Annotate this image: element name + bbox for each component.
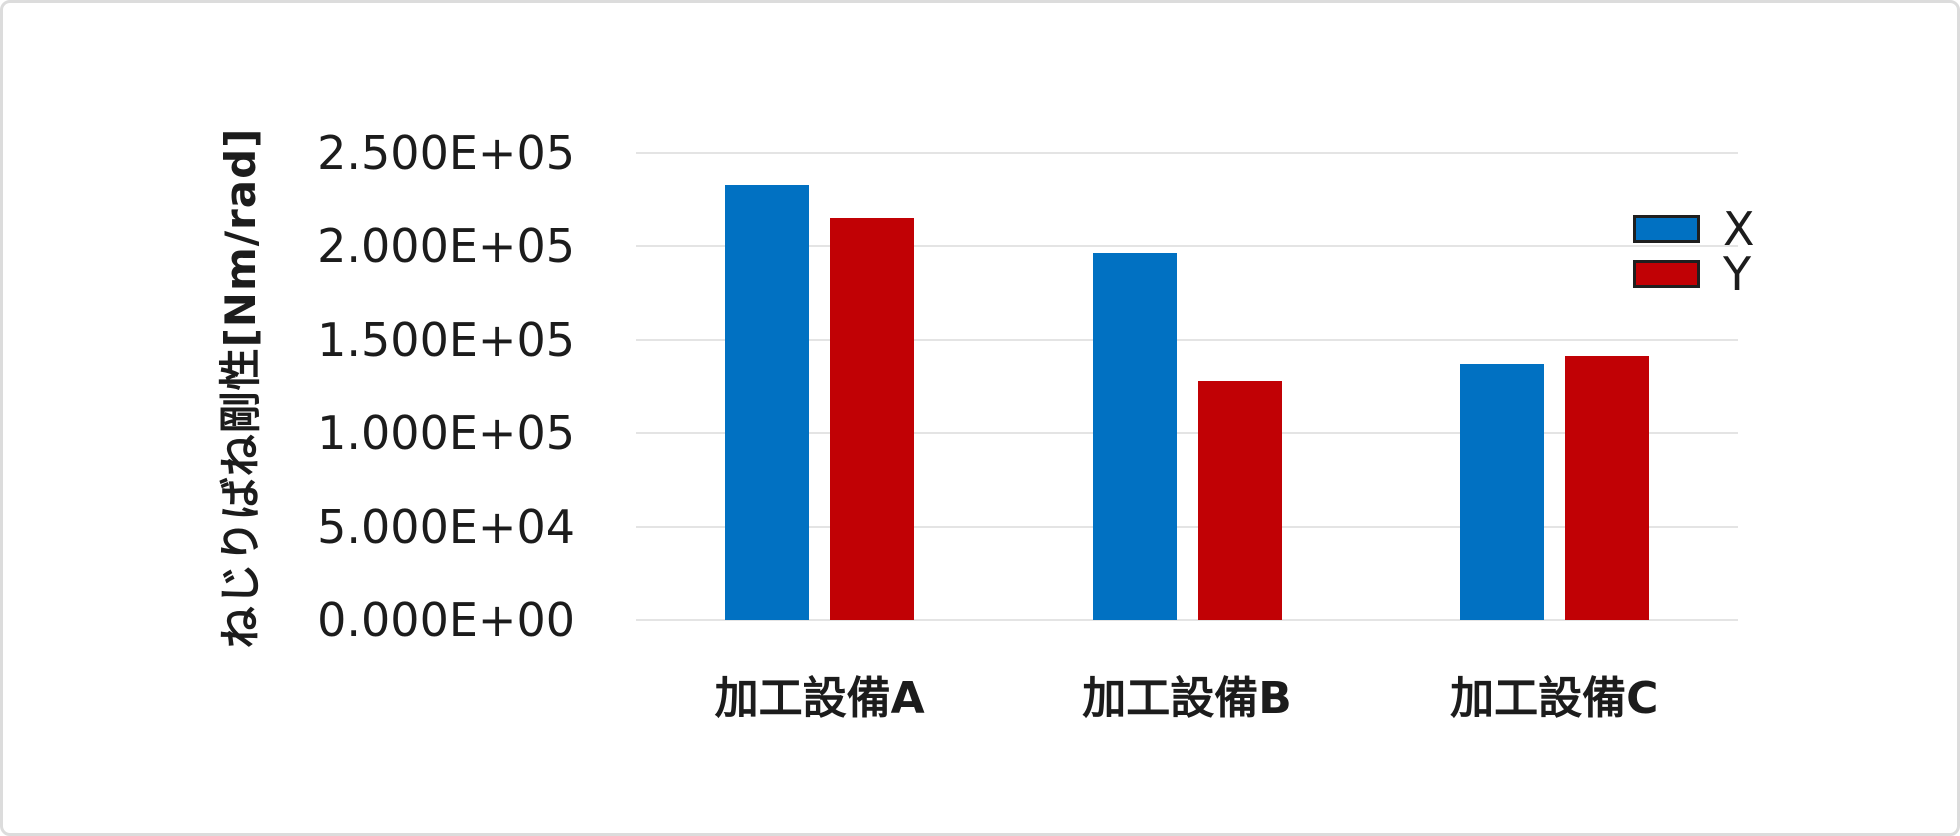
legend-label-y: Y <box>1723 247 1752 301</box>
y-axis-tick-label: 5.000E+04 <box>317 499 575 554</box>
y-axis-tick-label: 1.500E+05 <box>317 312 575 367</box>
y-axis-tick-label: 0.000E+00 <box>317 593 575 647</box>
bar-y-group-2 <box>1197 380 1282 620</box>
bar-y-group-3 <box>1564 355 1649 620</box>
bar-x-group-2 <box>1092 252 1177 620</box>
y-axis-tick-label: 1.000E+05 <box>317 406 575 461</box>
gridline <box>636 338 1738 341</box>
x-axis-category-label: 加工設備B <box>1082 673 1292 724</box>
y-axis-tick-label: 2.500E+05 <box>317 126 575 180</box>
x-axis-category-label: 加工設備A <box>714 673 925 724</box>
y-axis-tick-label: 2.000E+05 <box>317 219 575 274</box>
gridline <box>636 432 1738 435</box>
legend-label-x: X <box>1723 202 1755 256</box>
bar-x-group-3 <box>1459 364 1544 620</box>
gridline <box>636 152 1738 154</box>
bar-y-group-1 <box>830 218 915 620</box>
legend-swatch-y <box>1633 260 1700 288</box>
gridline <box>636 619 1738 621</box>
bar-x-group-1 <box>725 184 810 620</box>
legend-swatch-x <box>1633 215 1700 243</box>
gridline <box>636 245 1738 248</box>
gridline <box>636 525 1738 528</box>
x-axis-category-label: 加工設備C <box>1450 673 1659 724</box>
